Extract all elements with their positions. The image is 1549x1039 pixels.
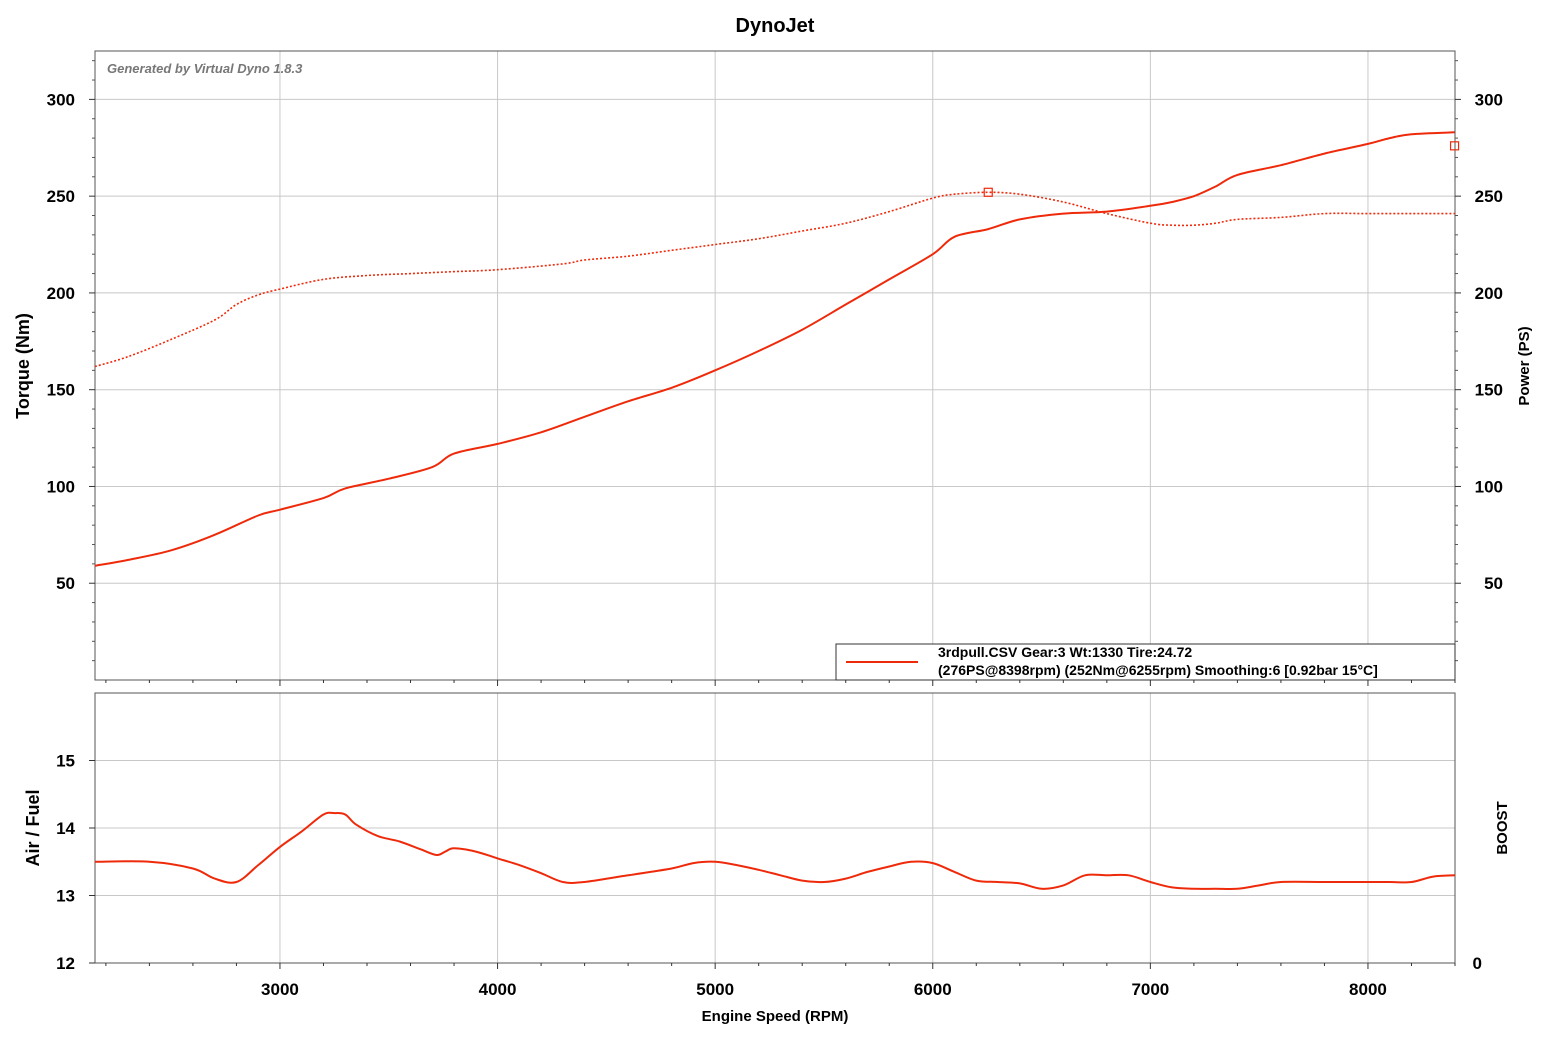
power-tick-label: 300 xyxy=(1475,90,1503,109)
boost-axis-label: BOOST xyxy=(1494,801,1511,854)
peak-torque-marker xyxy=(983,187,993,197)
bottom-ticks: 3000 4000 5000 6000 7000 8000 12 13 14 15 0 xyxy=(56,752,1482,1000)
torque-axis-label: Torque (Nm) xyxy=(13,313,33,419)
torque-tick-label: 100 xyxy=(47,477,75,496)
legend: 3rdpull.CSV Gear:3 Wt:1330 Tire:24.72 (2… xyxy=(835,643,1456,681)
top-series xyxy=(94,131,1460,567)
legend-line-2: (276PS@8398rpm) (252Nm@6255rpm) Smoothin… xyxy=(938,662,1378,678)
legend-line-1: 3rdpull.CSV Gear:3 Wt:1330 Tire:24.72 xyxy=(938,644,1192,660)
power-tick-label: 150 xyxy=(1475,381,1503,400)
bottom-grid xyxy=(95,693,1455,963)
watermark: Generated by Virtual Dyno 1.8.3 xyxy=(107,61,303,76)
chart-title: DynoJet xyxy=(736,15,815,37)
top-grid xyxy=(95,51,1455,680)
power-tick-label: 50 xyxy=(1484,574,1503,593)
torque-line xyxy=(94,191,1455,368)
afr-tick-label: 14 xyxy=(56,819,75,838)
afr-tick-label: 12 xyxy=(56,954,75,973)
top-ticks: 50 100 150 200 250 300 50 100 150 200 250 300 xyxy=(47,60,1503,686)
power-line xyxy=(94,131,1455,567)
torque-tick-label: 50 xyxy=(56,574,75,593)
legend-box xyxy=(835,643,1456,681)
rpm-tick-label: 4000 xyxy=(479,980,517,999)
bottom-series xyxy=(94,811,1456,891)
rpm-tick-label: 8000 xyxy=(1349,980,1387,999)
power-tick-label: 100 xyxy=(1475,477,1503,496)
torque-tick-label: 250 xyxy=(47,187,75,206)
afr-tick-label: 15 xyxy=(56,752,75,771)
rpm-tick-label: 3000 xyxy=(261,980,299,999)
rpm-tick-label: 5000 xyxy=(696,980,734,999)
boost-tick-label: 0 xyxy=(1473,954,1482,973)
afr-axis-label: Air / Fuel xyxy=(23,789,43,866)
power-axis-label: Power (PS) xyxy=(1516,326,1533,405)
afr-line xyxy=(94,811,1456,891)
rpm-tick-label: 7000 xyxy=(1131,980,1169,999)
power-tick-label: 200 xyxy=(1475,284,1503,303)
power-tick-label: 250 xyxy=(1475,187,1503,206)
rpm-tick-label: 6000 xyxy=(914,980,952,999)
top-plot-frame xyxy=(94,50,1456,681)
peak-power-marker xyxy=(1449,141,1460,151)
rpm-axis-label: Engine Speed (RPM) xyxy=(702,1008,849,1025)
torque-tick-label: 150 xyxy=(47,381,75,400)
torque-tick-label: 300 xyxy=(47,90,75,109)
torque-tick-label: 200 xyxy=(47,284,75,303)
afr-tick-label: 13 xyxy=(56,887,75,906)
